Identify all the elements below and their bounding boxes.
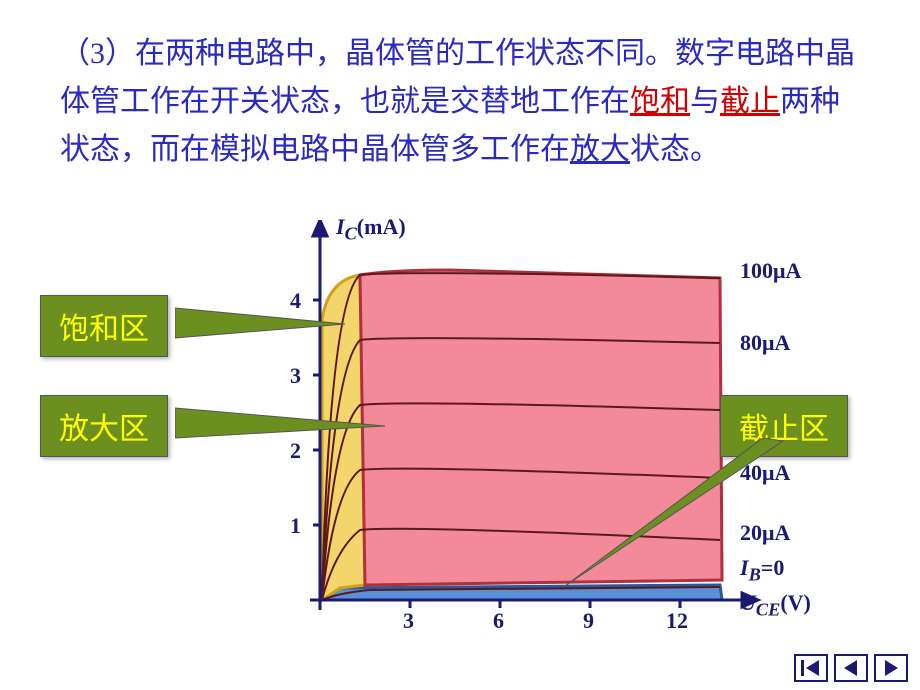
xtick-6: 6 [493,608,504,634]
first-icon [801,660,821,676]
word-saturation: 饱和 [630,85,690,118]
callout-amplification-label: 放大区 [59,413,149,446]
xtick-12: 12 [666,608,688,634]
callout-saturation-pointer [175,300,355,360]
next-icon [881,660,901,676]
prev-icon [841,660,861,676]
para-post: 状态。 [630,133,720,166]
callout-amplification-pointer [175,398,395,458]
nav-first-button[interactable] [794,654,828,682]
xtick-3: 3 [403,608,414,634]
xtick-9: 9 [583,608,594,634]
callout-amplification: 放大区 [40,395,168,457]
ytick-3: 3 [290,363,301,389]
callout-saturation-label: 饱和区 [59,313,149,346]
nav-prev-button[interactable] [834,654,868,682]
nav-bar [794,654,908,682]
description-paragraph: （3）在两种电路中，晶体管的工作状态不同。数字电路中晶体管工作在开关状态，也就是… [60,30,860,174]
word-cutoff: 截止 [720,85,780,118]
ytick-1: 1 [290,513,301,539]
ib-label-80: 80μA [740,330,790,356]
callout-cutoff-pointer [555,438,785,598]
nav-next-button[interactable] [874,654,908,682]
y-axis-label: IC(mA) [336,214,406,244]
ib-label-100: 100μA [740,258,801,284]
para-mid1: 与 [690,85,720,118]
word-amplify: 放大 [570,133,630,166]
callout-saturation: 饱和区 [40,295,168,357]
